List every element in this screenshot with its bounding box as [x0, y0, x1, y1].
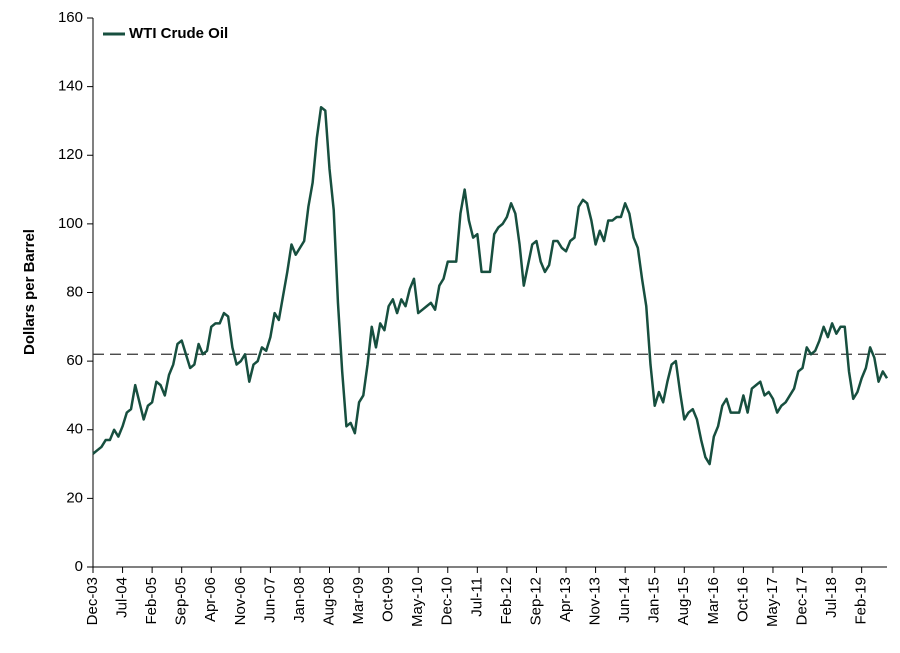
x-tick-label: Aug-08 [320, 577, 337, 625]
legend-label: WTI Crude Oil [129, 25, 228, 42]
x-tick-label: May-10 [409, 577, 426, 627]
y-tick-label: 0 [75, 558, 83, 575]
x-tick-label: Feb-12 [498, 577, 515, 625]
x-tick-label: Dec-10 [439, 577, 456, 625]
y-tick-label: 40 [66, 421, 83, 438]
x-tick-label: May-17 [764, 577, 781, 627]
y-tick-label: 120 [58, 146, 83, 163]
y-axis-title: Dollars per Barrel [21, 229, 38, 355]
x-tick-label: Oct-16 [734, 577, 751, 622]
x-tick-label: Jun-14 [616, 577, 633, 623]
x-tick-label: Jul-04 [114, 577, 131, 618]
x-tick-label: Apr-06 [202, 577, 219, 622]
x-tick-label: Jan-15 [646, 577, 663, 623]
x-tick-label: Jun-07 [261, 577, 278, 623]
x-tick-label: Nov-13 [587, 577, 604, 625]
x-tick-label: Jan-08 [291, 577, 308, 623]
x-tick-label: Feb-05 [143, 577, 160, 625]
x-tick-label: Oct-09 [380, 577, 397, 622]
x-tick-label: Jul-11 [468, 577, 485, 617]
x-tick-label: Dec-03 [84, 577, 101, 625]
y-tick-label: 160 [58, 9, 83, 26]
x-tick-label: Apr-13 [557, 577, 574, 622]
x-tick-label: Sep-05 [173, 577, 190, 625]
x-tick-label: Nov-06 [232, 577, 249, 625]
x-tick-label: Aug-15 [675, 577, 692, 625]
y-tick-label: 100 [58, 215, 83, 232]
x-tick-label: Sep-12 [527, 577, 544, 625]
y-tick-label: 20 [66, 489, 83, 506]
x-tick-label: Dec-17 [794, 577, 811, 625]
x-tick-label: Jul-18 [823, 577, 840, 618]
y-tick-label: 140 [58, 78, 83, 95]
y-tick-label: 60 [66, 352, 83, 369]
x-tick-label: Mar-16 [705, 577, 722, 625]
x-tick-label: Mar-09 [350, 577, 367, 625]
x-tick-label: Feb-19 [853, 577, 870, 625]
data-line [92, 105, 889, 466]
y-tick-label: 80 [66, 283, 83, 300]
